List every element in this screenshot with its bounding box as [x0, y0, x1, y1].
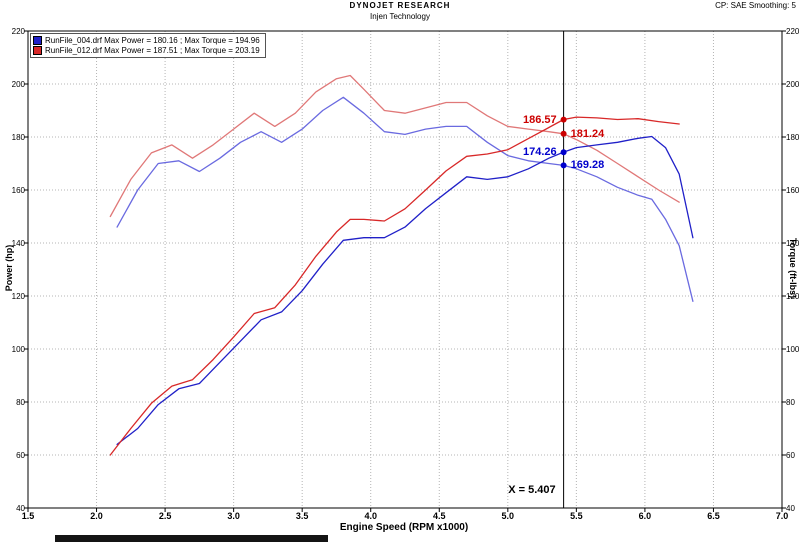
- cursor-x-label: X = 5.407: [508, 484, 556, 496]
- legend-box: RunFile_004.drf Max Power = 180.16 ; Max…: [30, 33, 266, 58]
- cursor-readout-red-power: 186.57: [522, 113, 557, 126]
- x-tick-label: 6.5: [707, 511, 720, 521]
- y-axis-left-title: Power (hp): [4, 244, 14, 292]
- x-tick-label: 7.0: [775, 511, 789, 521]
- y-tick-label-right: 60: [786, 451, 795, 460]
- legend-swatch-blue: [33, 35, 42, 45]
- y-tick-label-right: 180: [786, 133, 800, 142]
- cursor-marker: [560, 149, 567, 156]
- y-tick-label-right: 160: [786, 186, 800, 195]
- y-tick-label-left: 140: [11, 239, 25, 248]
- y-tick-label-right: 100: [786, 345, 800, 354]
- cursor-marker: [560, 130, 567, 137]
- legend-label: RunFile_012.drf Max Power = 187.51 ; Max…: [45, 45, 260, 55]
- page-title: DYNOJET RESEARCH: [349, 1, 451, 10]
- y-tick-label-left: 100: [11, 345, 25, 354]
- y-tick-label-right: 80: [786, 398, 795, 407]
- y-tick-label-left: 40: [16, 504, 25, 513]
- cursor-readout-red-torque: 181.24: [570, 127, 605, 140]
- legend-entry-run004: RunFile_004.drf Max Power = 180.16 ; Max…: [33, 35, 260, 45]
- y-tick-label-left: 220: [11, 27, 25, 36]
- series-runfile_012-drf-power: [109, 116, 680, 456]
- y-tick-label-right: 140: [786, 239, 800, 248]
- x-tick-label: 4.5: [433, 511, 446, 521]
- cursor-marker: [560, 162, 567, 169]
- x-axis-title: Engine Speed (RPM x1000): [339, 522, 469, 533]
- cursor-marker: [560, 116, 567, 123]
- y-tick-label-left: 180: [11, 133, 25, 142]
- y-tick-label-left: 80: [16, 398, 25, 407]
- smoothing-note: CP: SAE Smoothing: 5: [715, 1, 796, 10]
- x-tick-label: 2.5: [158, 511, 172, 521]
- y-tick-label-right: 220: [786, 27, 800, 36]
- x-tick-label: 5.5: [570, 511, 583, 521]
- plot-border: [27, 30, 783, 509]
- y-tick-label-left: 120: [11, 292, 25, 301]
- x-tick-label: 3.0: [227, 511, 240, 521]
- x-tick-label: 5.0: [501, 511, 515, 521]
- series-runfile_004-drf-power: [116, 135, 694, 446]
- page-subtitle: Injen Technology: [370, 12, 430, 21]
- x-tick-label: 3.5: [295, 511, 309, 521]
- series-runfile_004-drf-torque: [116, 96, 694, 302]
- x-tick-label: 1.5: [21, 511, 35, 521]
- y-tick-label-left: 160: [11, 186, 25, 195]
- legend-swatch-red: [33, 45, 42, 55]
- legend-entry-run012: RunFile_012.drf Max Power = 187.51 ; Max…: [33, 45, 260, 55]
- x-tick-label: 2.0: [90, 511, 103, 521]
- cursor-readout-blue-torque: 169.28: [570, 159, 605, 172]
- y-tick-label-right: 200: [786, 80, 800, 89]
- cursor-readout-blue-power: 174.26: [522, 146, 557, 159]
- y-tick-label-left: 60: [16, 451, 25, 460]
- y-tick-label-left: 200: [11, 80, 25, 89]
- y-tick-label-right: 120: [786, 292, 800, 301]
- x-tick-label: 4.0: [364, 511, 377, 521]
- bottom-edge-artifact: [55, 535, 328, 542]
- legend-label: RunFile_004.drf Max Power = 180.16 ; Max…: [45, 35, 260, 45]
- series-runfile_012-drf-torque: [109, 74, 680, 218]
- x-tick-label: 6.0: [638, 511, 652, 521]
- y-tick-label-right: 40: [786, 504, 795, 513]
